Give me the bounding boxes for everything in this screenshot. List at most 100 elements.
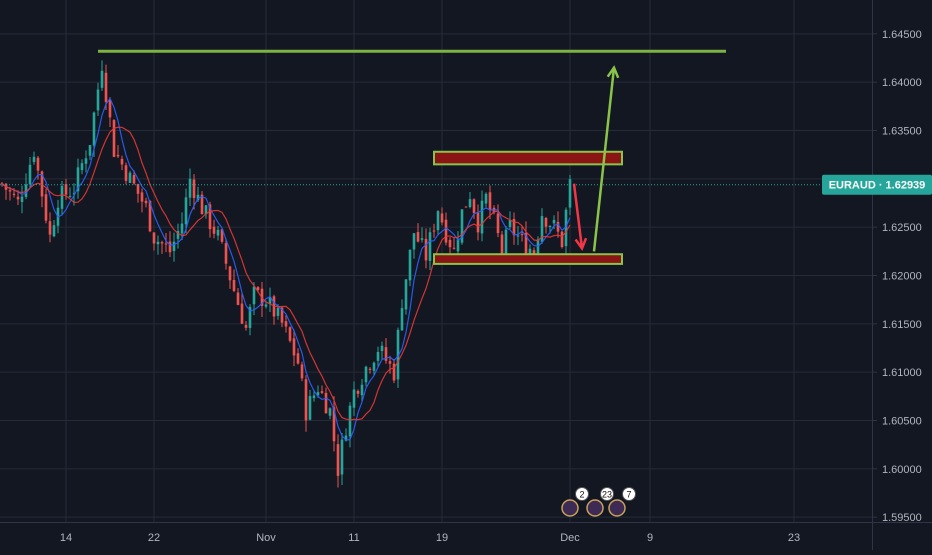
time-tick-label: 19	[436, 532, 448, 544]
candle-body	[232, 280, 236, 291]
candle-body	[196, 194, 200, 201]
candle-body	[384, 347, 388, 361]
candle-body	[88, 145, 92, 156]
ma-fast-line	[1, 97, 571, 441]
candle-body	[320, 391, 324, 393]
candle-body	[228, 266, 232, 281]
candle-body	[380, 345, 384, 351]
candle-body	[216, 229, 220, 236]
candle-body	[464, 206, 468, 208]
candle-body	[512, 218, 516, 236]
candle-body	[132, 175, 136, 184]
candle-body	[100, 70, 104, 88]
candle-body	[360, 384, 364, 396]
candle-body	[220, 229, 224, 242]
lower-support-zone	[433, 253, 623, 265]
candle-body	[332, 407, 336, 442]
candle-body	[156, 241, 160, 245]
candle-body	[564, 209, 568, 247]
candle-body	[352, 389, 356, 408]
candle-body	[480, 200, 484, 234]
last-price-badge	[822, 174, 932, 195]
candle-body	[192, 179, 196, 199]
candle-body	[408, 249, 412, 281]
candle-body	[388, 361, 392, 364]
candle-body	[336, 444, 340, 476]
candle-body	[392, 363, 396, 381]
candle-body	[120, 158, 124, 165]
candle-body	[296, 353, 300, 364]
candle-body	[180, 223, 184, 234]
candle-body	[432, 230, 436, 232]
candle-body	[168, 241, 172, 253]
candle-body	[264, 304, 268, 307]
candle-body	[8, 190, 12, 192]
candle-body	[536, 239, 540, 257]
candle-body	[468, 199, 472, 207]
price-tick-label: 1.60000	[882, 464, 922, 476]
upper-resistance-zone	[433, 150, 623, 166]
candle-body	[64, 184, 68, 195]
event-count-label: 23	[602, 490, 612, 500]
candle-body	[188, 178, 192, 198]
candle-body	[460, 209, 464, 243]
candle-body	[204, 205, 208, 215]
candle-body	[212, 226, 216, 234]
candle-body	[344, 435, 348, 441]
candle-body	[148, 201, 152, 232]
down-arrow-head	[574, 237, 588, 252]
candle-body	[176, 231, 180, 239]
candle-body	[376, 351, 380, 361]
candle-body	[16, 196, 20, 200]
candles	[0, 60, 572, 488]
candle-body	[364, 366, 368, 383]
candle-body	[76, 167, 80, 192]
candle-body	[420, 238, 424, 240]
candle-body	[144, 200, 148, 204]
event-badge	[561, 499, 579, 517]
time-tick-label: 14	[60, 532, 72, 544]
candle-body	[476, 212, 480, 233]
candle-body	[488, 192, 492, 211]
candle-body	[224, 243, 228, 264]
candle-body	[256, 287, 260, 291]
candle-body	[396, 329, 400, 380]
candle-body	[136, 183, 140, 194]
price-tick-label: 1.63500	[882, 126, 922, 138]
candle-body	[124, 165, 128, 181]
price-tick-label: 1.62500	[882, 222, 922, 234]
candle-body	[328, 408, 332, 416]
annotations: 2 23 7	[0, 49, 872, 517]
candle-body	[276, 307, 280, 316]
candle-body	[524, 232, 528, 255]
event-badge	[608, 499, 626, 517]
candle-body	[556, 221, 560, 232]
candle-body	[356, 390, 360, 394]
event-badge	[586, 499, 604, 517]
candle-body	[164, 243, 168, 245]
candle-body	[540, 216, 544, 242]
candle-body	[172, 241, 176, 252]
candle-body	[112, 120, 116, 157]
candle-body	[552, 219, 556, 224]
event-count-badge	[575, 487, 589, 501]
candle-body	[548, 225, 552, 227]
down-arrow-shaft	[572, 183, 584, 249]
last-price-label: EURAUD · 1.62939	[829, 180, 926, 192]
candle-body	[312, 395, 316, 399]
candle-body	[104, 72, 108, 102]
candle-body	[544, 218, 548, 227]
price-tick-label: 1.64500	[882, 29, 922, 41]
candle-body	[416, 232, 420, 242]
candle-body	[500, 234, 504, 254]
candle-body	[452, 247, 456, 249]
candle-body	[340, 439, 344, 475]
event-count-badge	[600, 487, 614, 501]
candle-body	[444, 219, 448, 243]
candle-body	[128, 172, 132, 183]
up-arrow-shaft	[592, 67, 616, 252]
candle-body	[48, 221, 52, 235]
